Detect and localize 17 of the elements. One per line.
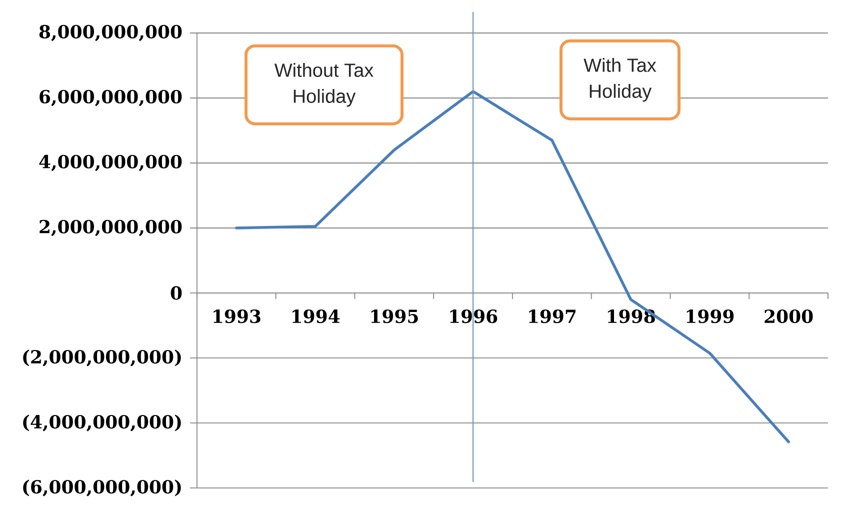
x-tick-label: 2000 xyxy=(764,310,813,324)
y-tick-label: (6,000,000,000) xyxy=(23,480,181,496)
x-tick-label: 1993 xyxy=(214,310,260,324)
x-tick-label: 1997 xyxy=(529,310,576,324)
y-tick-label: 8,000,000,000 xyxy=(39,24,182,42)
x-tick-label: 1999 xyxy=(686,310,734,324)
y-tick-label: (2,000,000,000) xyxy=(23,350,181,366)
y-tick-label: 2,000,000,000 xyxy=(40,220,182,236)
y-tick-label: 6,000,000,000 xyxy=(40,90,182,106)
x-tick-label: 1998 xyxy=(608,310,655,324)
annotation: Without Tax Holiday xyxy=(274,63,374,107)
x-tick-label: 1994 xyxy=(292,310,340,324)
annotation: With Tax Holiday xyxy=(584,58,656,102)
y-tick-label: 0 xyxy=(170,286,182,300)
y-tick-label: 4,000,000,000 xyxy=(39,154,182,172)
y-tick-label: (4,000,000,000) xyxy=(23,414,181,432)
x-tick-label: 1995 xyxy=(371,310,418,324)
